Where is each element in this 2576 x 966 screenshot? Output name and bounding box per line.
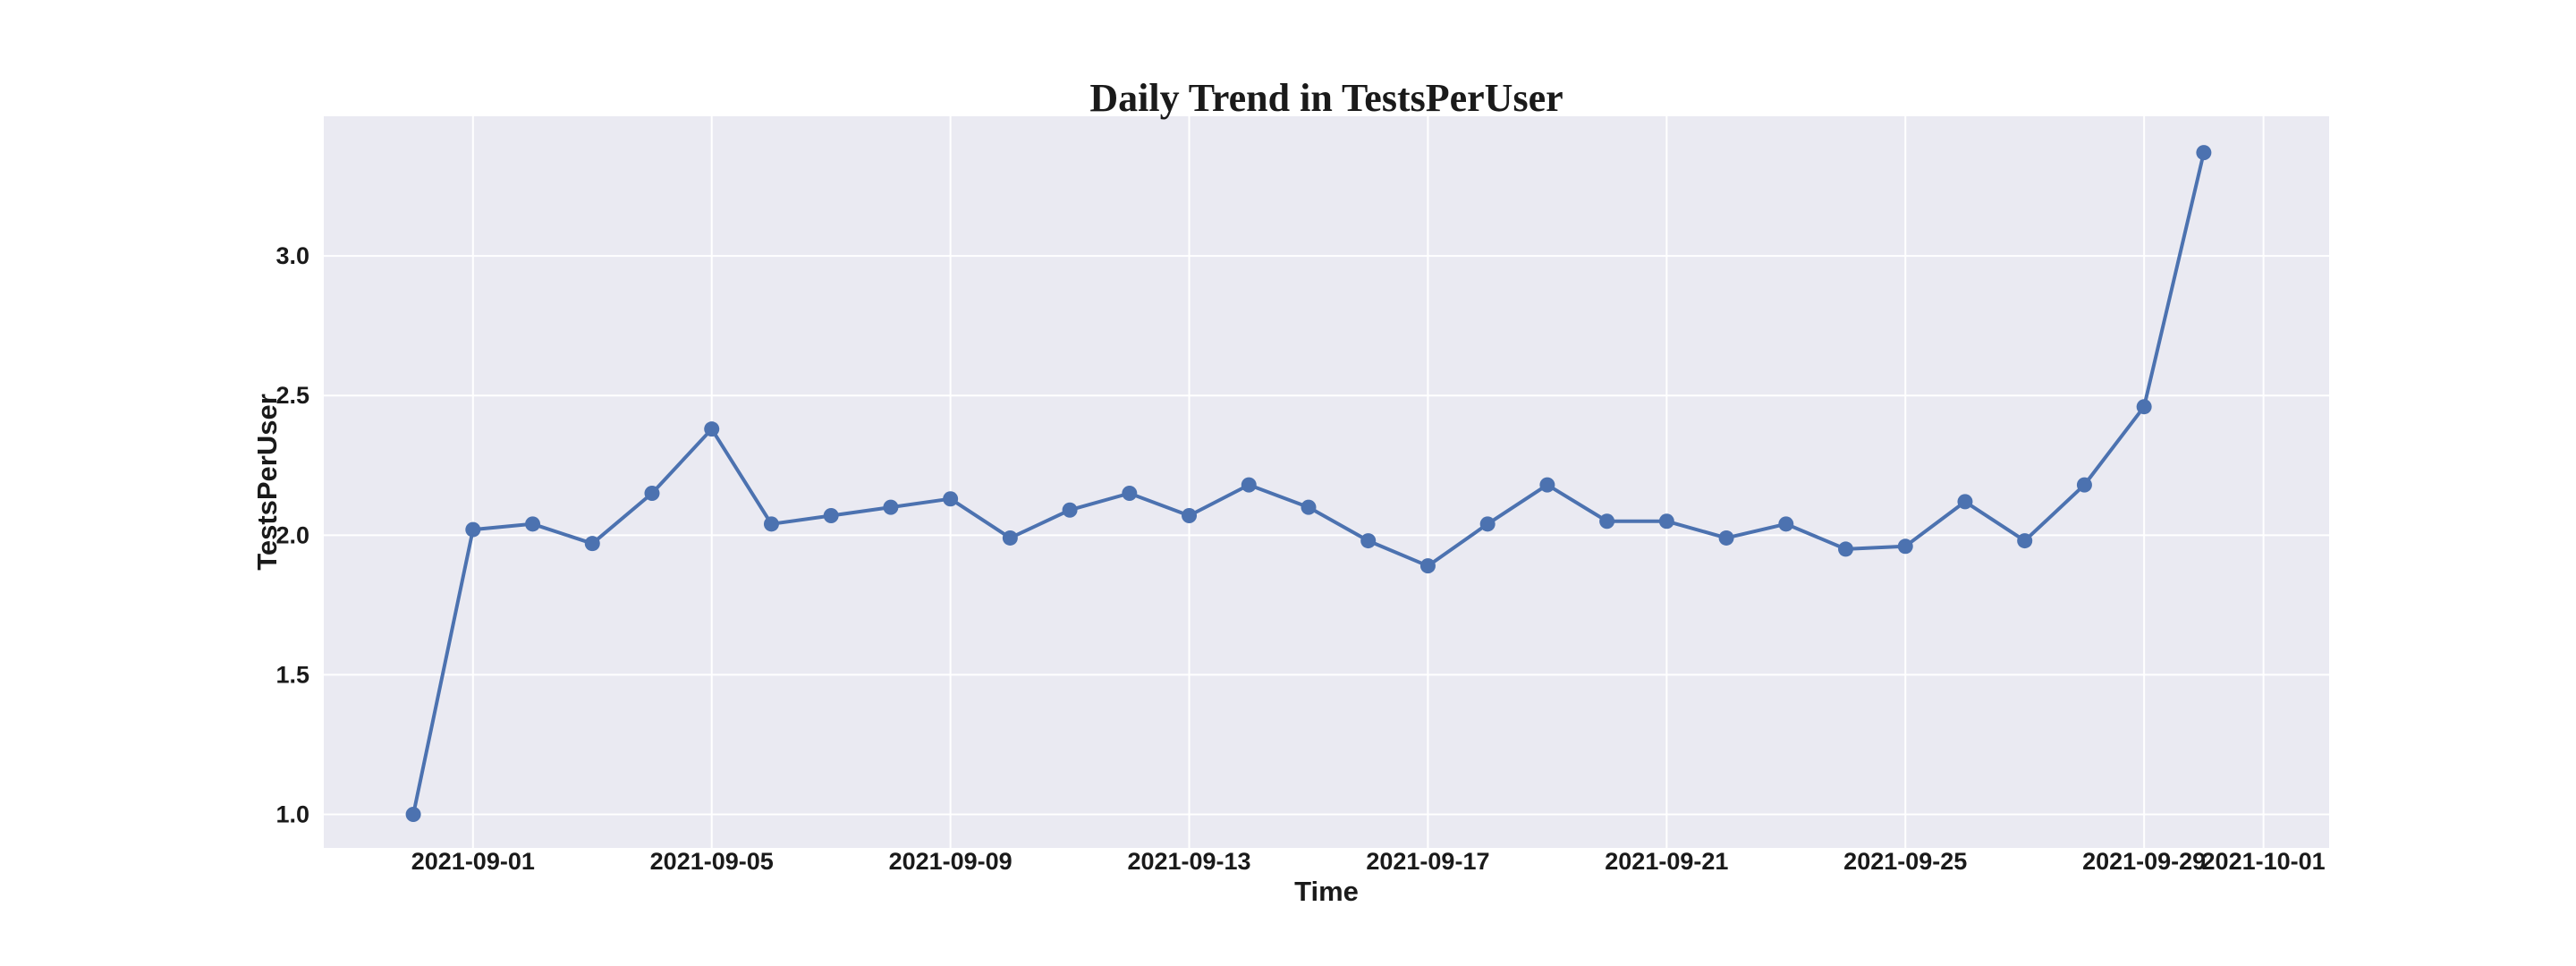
x-tick-label: 2021-09-25	[1843, 848, 1967, 875]
x-tick-label: 2021-09-05	[650, 848, 774, 875]
data-point	[823, 507, 839, 523]
data-point	[1838, 541, 1854, 557]
x-tick-labels: 2021-09-01 2021-09-05 2021-09-09 2021-09-13…	[411, 848, 2326, 875]
data-point	[405, 807, 421, 823]
data-point	[2076, 477, 2092, 493]
data-point	[763, 516, 779, 532]
data-point	[1479, 516, 1496, 532]
data-point	[1360, 533, 1377, 549]
x-tick-label: 2021-09-21	[1605, 848, 1728, 875]
series-points	[405, 145, 2212, 823]
y-tick-label: 1.5	[275, 661, 309, 688]
data-point	[1897, 538, 1913, 555]
data-point	[1241, 477, 1257, 493]
data-point	[704, 421, 720, 437]
grid-lines	[324, 116, 2329, 848]
chart-title: Daily Trend in TestsPerUser	[1089, 76, 1563, 120]
x-tick-label: 2021-09-01	[411, 848, 535, 875]
data-point	[883, 499, 899, 515]
data-point	[1658, 513, 1674, 530]
data-point	[1002, 530, 1018, 546]
data-point	[1957, 494, 1973, 510]
data-point	[1062, 502, 1078, 518]
x-axis-label: Time	[1294, 876, 1359, 907]
plot-area	[324, 116, 2329, 848]
y-tick-label: 3.0	[275, 242, 309, 269]
data-point	[1182, 507, 1198, 523]
data-point	[644, 485, 660, 501]
x-tick-label: 2021-09-29	[2082, 848, 2206, 875]
y-tick-labels: 1.0 1.5 2.0 2.5 3.0	[275, 242, 309, 827]
data-point	[2136, 399, 2152, 415]
data-point	[1122, 485, 1138, 501]
x-tick-label: 2021-09-09	[889, 848, 1013, 875]
x-tick-label: 2021-10-01	[2202, 848, 2326, 875]
data-point	[525, 516, 541, 532]
y-axis-label: TestsPerUser	[251, 394, 283, 571]
data-point	[465, 521, 481, 538]
data-point	[1599, 513, 1615, 530]
data-point	[1778, 516, 1794, 532]
x-tick-label: 2021-09-17	[1366, 848, 1489, 875]
data-point	[1419, 558, 1436, 574]
x-tick-label: 2021-09-13	[1127, 848, 1250, 875]
data-point	[2196, 145, 2212, 161]
data-point	[2017, 533, 2033, 549]
data-point	[1718, 530, 1734, 546]
y-tick-label: 2.0	[275, 521, 309, 548]
data-point	[943, 491, 959, 507]
y-tick-label: 1.0	[275, 801, 309, 828]
y-tick-label: 2.5	[275, 382, 309, 409]
data-point	[584, 536, 600, 552]
data-point	[1539, 477, 1555, 493]
data-point	[1301, 499, 1317, 515]
